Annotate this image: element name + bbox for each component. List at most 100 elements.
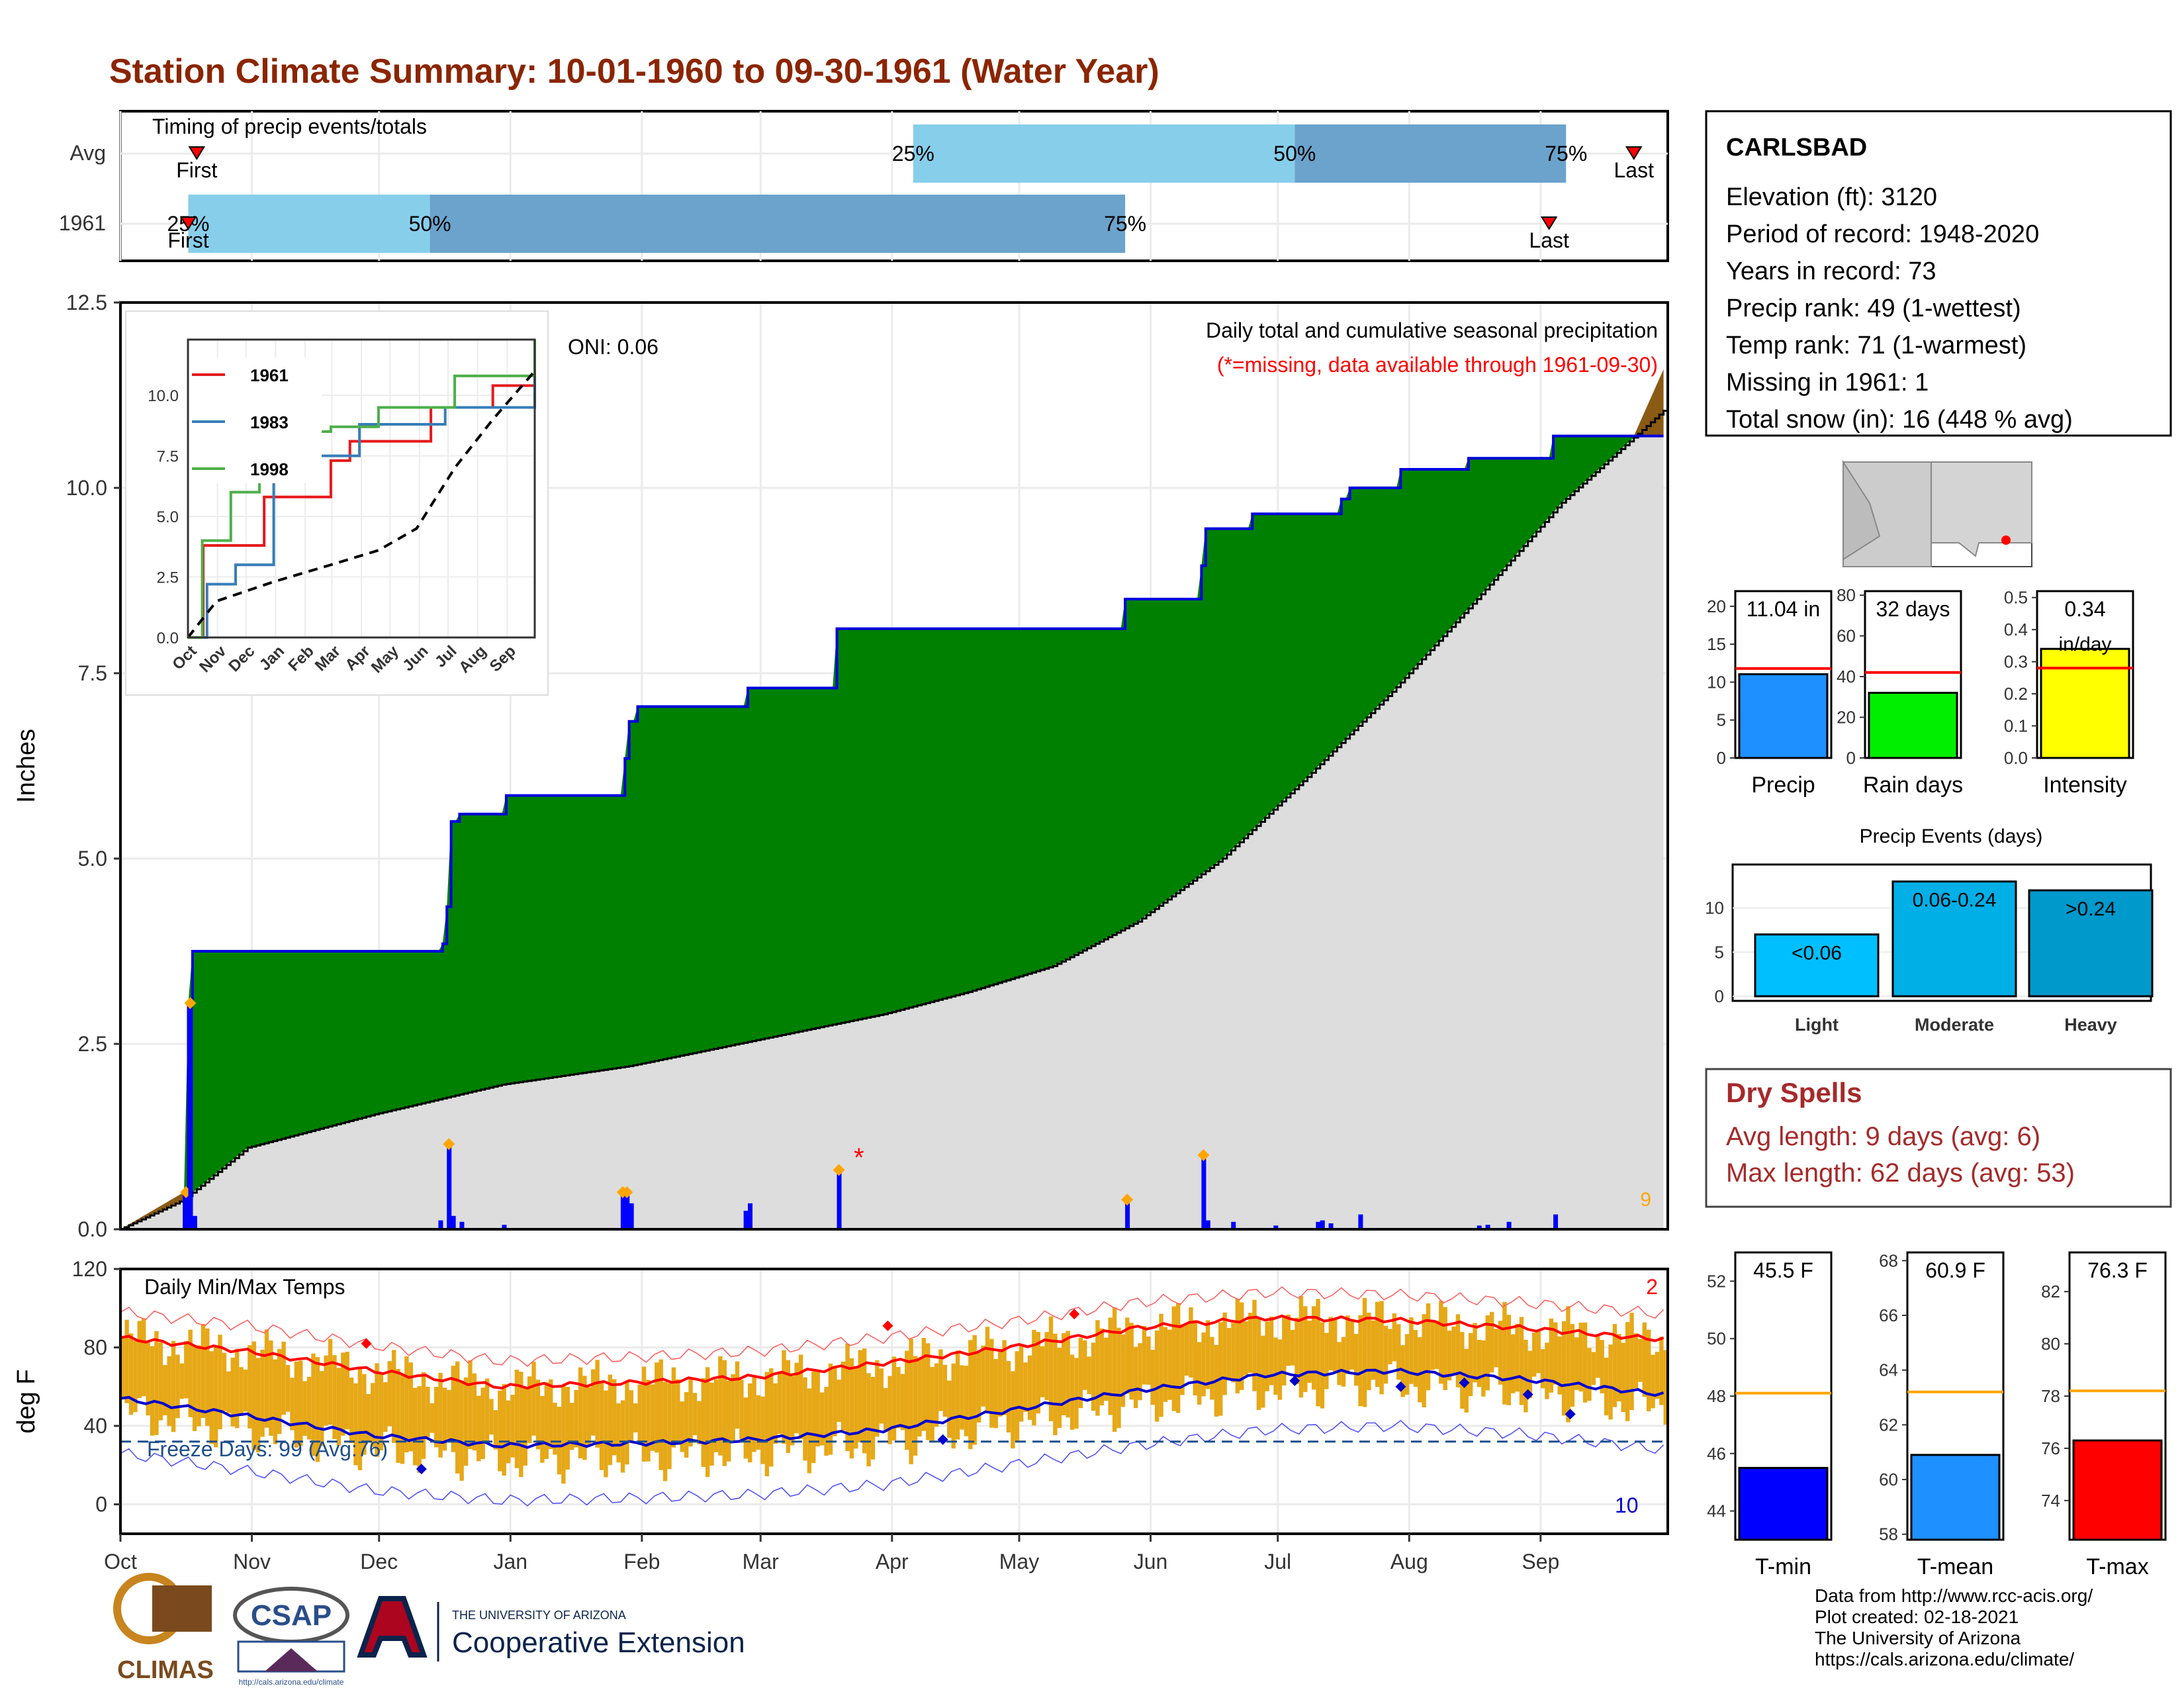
temp-y-tick-label: 0 [95,1493,107,1517]
record-max-line [120,1286,1664,1367]
daily-temp-bar [1362,1297,1367,1407]
daily-temp-bar [676,1379,680,1442]
timing-last-marker [1540,216,1558,230]
daily-temp-bar [1048,1316,1054,1422]
daily-temp-bar [900,1374,905,1430]
daily-temp-bar [277,1348,282,1434]
month-label: Dec [360,1550,398,1573]
daily-temp-bar [1655,1352,1660,1399]
daily-temp-bar [650,1384,655,1451]
daily-temp-bar [1002,1340,1007,1415]
daily-temp-bar [909,1338,913,1464]
daily-temp-bar [1252,1299,1257,1391]
daily-temp-bar [1205,1320,1210,1389]
precip-summary-2-tick-label: 0.0 [2004,748,2028,768]
temp-title: Daily Min/Max Temps [144,1275,345,1299]
daily-temp-bar [1468,1333,1473,1397]
precip-summary-0-tick-label: 10 [1707,672,1726,692]
daily-precip-bar [447,1144,452,1229]
daily-temp-bar [1502,1301,1507,1405]
events-bar-text: 0.06-0.24 [1913,890,1997,912]
daily-temp-bar [1286,1314,1291,1366]
daily-temp-bar [582,1376,587,1460]
daily-temp-bar [1392,1313,1397,1362]
daily-temp-bar [1265,1321,1269,1391]
daily-temp-bar [1159,1313,1163,1417]
events-title: Precip Events (days) [1860,825,2043,847]
daily-temp-bar [1226,1327,1232,1379]
temp-y-tick-label: 40 [83,1414,107,1438]
daily-temp-bar [726,1380,731,1462]
daily-temp-bar [680,1401,684,1452]
precip-summary-0: 0 5 10 15 20 11.04 in Precip [1707,590,1833,798]
daily-temp-bar [659,1359,663,1470]
daily-temp-bar [1154,1331,1160,1422]
precip-y-tick-label: 5.0 [78,847,107,870]
daily-temp-bar [523,1387,527,1466]
daily-temp-bar [1489,1311,1494,1373]
climas-logo-text: CLIMAS [117,1656,214,1684]
daily-temp-bar [616,1403,621,1463]
daily-temp-bar [1316,1299,1320,1407]
daily-temp-bar [124,1319,129,1403]
dry-spells-title: Dry Spells [1726,1077,1862,1108]
daily-temp-bar [1375,1301,1380,1387]
events-category-label: Heavy [2064,1015,2117,1035]
daily-temp-bar [290,1378,295,1430]
daily-temp-bar [1367,1313,1371,1391]
daily-temp-bar [379,1373,384,1451]
daily-temp-bar [1112,1307,1117,1432]
temp-top-count: 2 [1646,1275,1658,1299]
precip-daily-bars [180,997,1559,1229]
daily-temp-bar [569,1403,574,1450]
daily-temp-bar [1587,1348,1592,1401]
station-period: Period of record: 1948-2020 [1726,220,2039,248]
daily-temp-bar [251,1341,256,1450]
ua-small-text: THE UNIVERSITY OF ARIZONA [452,1609,626,1622]
daily-precip-bar [748,1203,753,1229]
daily-temp-bar [362,1374,367,1455]
record-high-marker [1069,1309,1080,1320]
daily-temp-bar [459,1380,464,1481]
daily-temp-bar [1032,1330,1036,1426]
credits: Data from http://www.rcc-acis.org/ Plot … [1815,1585,2093,1669]
daily-temp-bar [646,1380,651,1462]
temp-summary-1-tick-label: 68 [1879,1250,1898,1270]
daily-temp-bar [917,1357,922,1437]
daily-temp-bar [989,1338,994,1428]
station-info-frame [1705,110,2172,437]
daily-temp-bar [1612,1324,1617,1407]
daily-temp-bar [875,1360,880,1437]
daily-temp-bar [489,1399,494,1435]
temp-summary-2-name-label: T-max [2086,1554,2148,1579]
daily-temp-bar [845,1343,850,1452]
inset-y-tick-label: 0.0 [157,630,179,647]
daily-temp-bar [1494,1329,1498,1368]
daily-temp-bar [1146,1336,1151,1385]
daily-temp-bar [1277,1339,1283,1400]
precip-summary-1: 0 20 40 60 80 32 days Rain days [1837,585,1963,798]
daily-precip-bar [459,1221,465,1229]
precip-summary-2-tick-label: 0.5 [2004,588,2028,608]
daily-temp-bar [255,1358,261,1452]
daily-temp-bar [506,1400,511,1464]
daily-temp-bar [913,1356,918,1456]
daily-temp-bar [1210,1336,1214,1400]
daily-temp-bar [887,1376,892,1444]
daily-temp-bar [833,1367,837,1436]
month-label: Mar [743,1550,779,1573]
daily-precip-bar [1205,1220,1210,1229]
precip-summary-bars: 0 5 10 15 20 11.04 in Precip 0 20 40 60 80 32 days Ra… [1707,585,2134,798]
timing-p50-label: 50% [409,212,451,236]
daily-temp-bar [315,1357,320,1462]
daily-temp-bar [158,1342,163,1421]
daily-temp-bar [794,1362,799,1434]
precip-summary-2-tick-label: 0.3 [2004,652,2028,672]
precip-summary-1-value-bar [1868,692,1958,759]
events-bar-moderate [1891,880,2017,998]
daily-temp-bar [222,1352,227,1411]
daily-temp-bar [1553,1322,1558,1385]
map-region-southwest [1843,459,1881,561]
daily-temp-bar [684,1391,689,1458]
